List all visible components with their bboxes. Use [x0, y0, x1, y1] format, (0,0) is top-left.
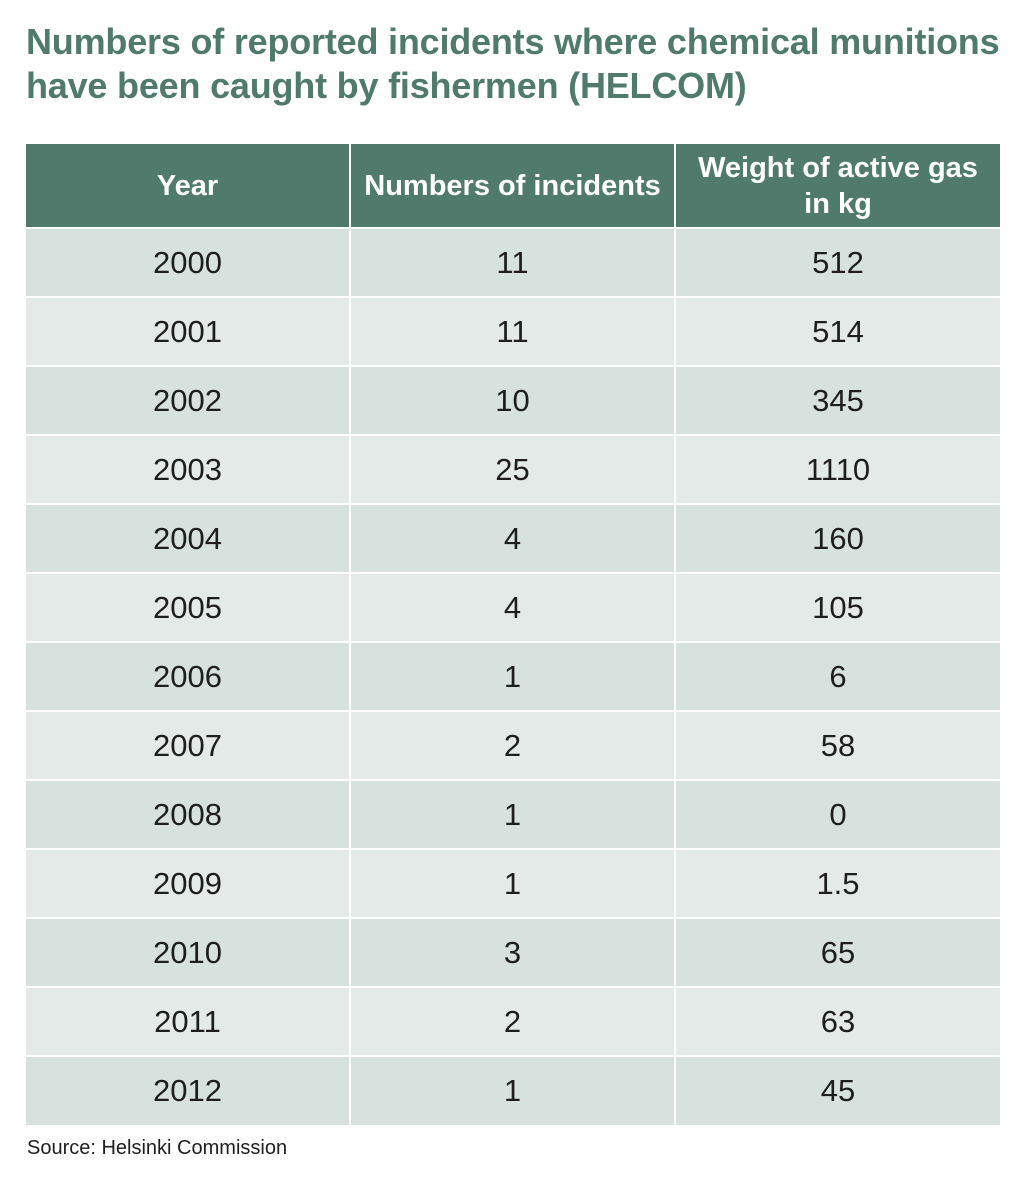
year-cell: 2009 [26, 848, 351, 918]
table-row: 2003 25 1110 [26, 434, 1000, 504]
table-row: 2006 1 6 [26, 641, 1000, 711]
table-row: 2001 11 514 [26, 296, 1000, 366]
incidents-cell: 25 [350, 434, 676, 504]
table-body: 2000 11 512 2001 11 514 2002 10 345 2003… [26, 227, 1000, 1125]
weight-cell: 0 [675, 779, 1000, 849]
incidents-cell: 10 [350, 365, 676, 435]
incidents-cell: 11 [350, 227, 676, 297]
weight-cell: 1.5 [675, 848, 1000, 918]
table-header: Year Numbers of incidents Weight of acti… [26, 144, 1000, 228]
year-cell: 2001 [26, 296, 351, 366]
incidents-cell: 1 [350, 641, 676, 711]
incidents-cell: 2 [350, 710, 676, 780]
year-cell: 2000 [26, 227, 351, 297]
year-cell: 2011 [26, 986, 351, 1056]
weight-cell: 65 [675, 917, 1000, 987]
table-row: 2009 1 1.5 [26, 848, 1000, 918]
incidents-cell: 2 [350, 986, 676, 1056]
weight-cell: 63 [675, 986, 1000, 1056]
weight-cell: 58 [675, 710, 1000, 780]
year-cell: 2010 [26, 917, 351, 987]
incidents-cell: 1 [350, 779, 676, 849]
weight-cell: 45 [675, 1055, 1000, 1125]
table-row: 2004 4 160 [26, 503, 1000, 573]
incidents-table: Year Numbers of incidents Weight of acti… [26, 144, 1000, 1125]
year-cell: 2004 [26, 503, 351, 573]
incidents-cell: 3 [350, 917, 676, 987]
weight-cell: 345 [675, 365, 1000, 435]
weight-cell: 160 [675, 503, 1000, 573]
year-cell: 2012 [26, 1055, 351, 1125]
incidents-table-container: Year Numbers of incidents Weight of acti… [26, 144, 1000, 1125]
source-note: Source: Helsinki Commission [27, 1137, 288, 1159]
weight-cell: 1110 [675, 434, 1000, 504]
header-row: Year Numbers of incidents Weight of acti… [26, 144, 1000, 228]
table-row: 2011 2 63 [26, 986, 1000, 1056]
table-row: 2010 3 65 [26, 917, 1000, 987]
year-cell: 2006 [26, 641, 351, 711]
header-incidents: Numbers of incidents [350, 144, 676, 228]
header-year: Year [26, 144, 351, 228]
year-cell: 2005 [26, 572, 351, 642]
year-cell: 2007 [26, 710, 351, 780]
weight-cell: 514 [675, 296, 1000, 366]
year-cell: 2003 [26, 434, 351, 504]
weight-cell: 105 [675, 572, 1000, 642]
year-cell: 2002 [26, 365, 351, 435]
table-row: 2000 11 512 [26, 227, 1000, 297]
weight-cell: 6 [675, 641, 1000, 711]
incidents-cell: 4 [350, 503, 676, 573]
table-row: 2002 10 345 [26, 365, 1000, 435]
table-row: 2005 4 105 [26, 572, 1000, 642]
incidents-cell: 1 [350, 848, 676, 918]
incidents-cell: 11 [350, 296, 676, 366]
page-title: Numbers of reported incidents where chem… [26, 21, 1000, 106]
year-cell: 2008 [26, 779, 351, 849]
table-row: 2008 1 0 [26, 779, 1000, 849]
table-row: 2012 1 45 [26, 1055, 1000, 1125]
incidents-cell: 1 [350, 1055, 676, 1125]
header-weight: Weight of active gas in kg [675, 144, 1000, 228]
incidents-cell: 4 [350, 572, 676, 642]
weight-cell: 512 [675, 227, 1000, 297]
table-row: 2007 2 58 [26, 710, 1000, 780]
